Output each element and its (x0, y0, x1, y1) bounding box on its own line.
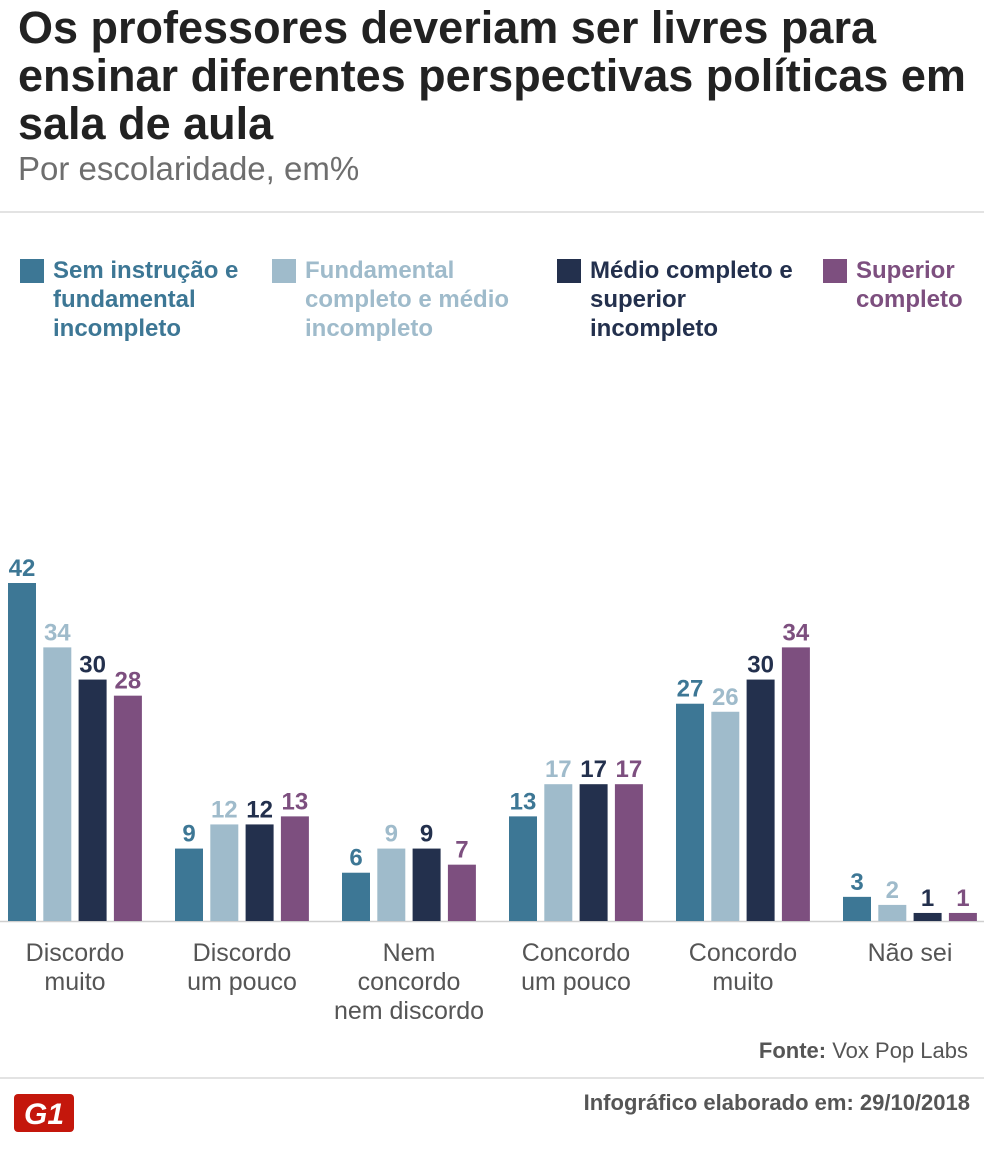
data-label: 30 (79, 652, 106, 679)
data-label: 9 (420, 821, 433, 848)
data-label: 9 (182, 821, 195, 848)
bar (210, 824, 239, 921)
source-credit: Fonte: Vox Pop Labs (759, 1038, 968, 1064)
bar (509, 816, 537, 921)
bar (948, 912, 977, 921)
header-divider (0, 211, 984, 213)
data-label: 17 (580, 756, 607, 783)
bar (781, 647, 810, 921)
bar (579, 784, 608, 921)
legend-item-superior: Superior completo (823, 256, 973, 314)
category-label: um pouco (521, 968, 631, 996)
legend-label: Sem instrução e fundamental incompleto (53, 257, 239, 342)
category-label: Concordo (689, 939, 797, 967)
category-label: Não sei (868, 939, 953, 967)
bar (878, 904, 907, 921)
source-label: Fonte: (758, 1038, 827, 1063)
legend-item-medio: Médio completo e superior incompleto (557, 256, 797, 343)
bar (447, 864, 476, 921)
g1-logo-text: G1 (24, 1098, 64, 1131)
data-label: 34 (783, 619, 810, 646)
bar (8, 583, 36, 921)
category-label: muito (712, 968, 773, 996)
category-label: Discordo (193, 939, 292, 967)
data-label: 6 (349, 845, 362, 872)
data-label: 9 (385, 821, 398, 848)
category-label: Nem (383, 939, 436, 967)
data-label: 1 (921, 885, 934, 912)
data-label: 2 (886, 877, 899, 904)
legend-swatch (272, 259, 296, 283)
legend-item-sem-instrucao: Sem instrução e fundamental incompleto (20, 256, 250, 343)
bar (614, 784, 643, 921)
category-label: muito (44, 968, 105, 996)
bar (843, 896, 871, 921)
category-label: nem discordo (334, 997, 484, 1025)
g1-logo-background (14, 1094, 74, 1132)
category-label: Concordo (522, 939, 630, 967)
chart-subtitle: Por escolaridade, em% (18, 150, 360, 187)
data-label: 28 (115, 668, 142, 695)
legend-item-fundamental: Fundamental completo e médio incompleto (272, 256, 532, 343)
data-label: 1 (956, 885, 969, 912)
data-label: 34 (44, 619, 71, 646)
category-label: concordo (358, 968, 461, 996)
data-label: 12 (246, 796, 273, 823)
g1-logo: G1 (14, 1094, 74, 1132)
bar (913, 912, 942, 921)
data-label: 17 (545, 756, 572, 783)
bar (78, 679, 107, 921)
bar (746, 679, 775, 921)
bar (544, 784, 573, 921)
legend-swatch (20, 259, 44, 283)
data-label: 30 (747, 652, 774, 679)
bar (377, 848, 406, 921)
bar (245, 824, 274, 921)
legend-label: Superior completo (856, 257, 963, 313)
chart-title: Os professores deveriam ser livres para … (18, 2, 966, 149)
legend-swatch (823, 259, 847, 283)
data-label: 42 (9, 555, 36, 582)
bar (676, 703, 704, 921)
data-label: 27 (677, 676, 704, 703)
data-label: 13 (282, 788, 309, 815)
bar (711, 711, 740, 921)
bar (280, 816, 309, 921)
data-label: 17 (616, 756, 643, 783)
data-label: 3 (850, 869, 863, 896)
data-label: 7 (455, 837, 468, 864)
data-label: 26 (712, 684, 739, 711)
bar (342, 872, 370, 921)
data-label: 12 (211, 796, 238, 823)
source-value: Vox Pop Labs (832, 1038, 968, 1063)
bar (412, 848, 441, 921)
infographic-date: Infográfico elaborado em: 29/10/2018 (583, 1090, 970, 1115)
bar (113, 695, 142, 921)
bar (43, 647, 72, 921)
category-label: Discordo (26, 939, 125, 967)
legend-label: Fundamental completo e médio incompleto (305, 257, 510, 342)
footer-divider (0, 1077, 984, 1079)
legend-label: Médio completo e superior incompleto (590, 257, 793, 342)
data-label: 13 (510, 788, 537, 815)
legend-swatch (557, 259, 581, 283)
category-label: um pouco (187, 968, 297, 996)
bar (175, 848, 203, 921)
